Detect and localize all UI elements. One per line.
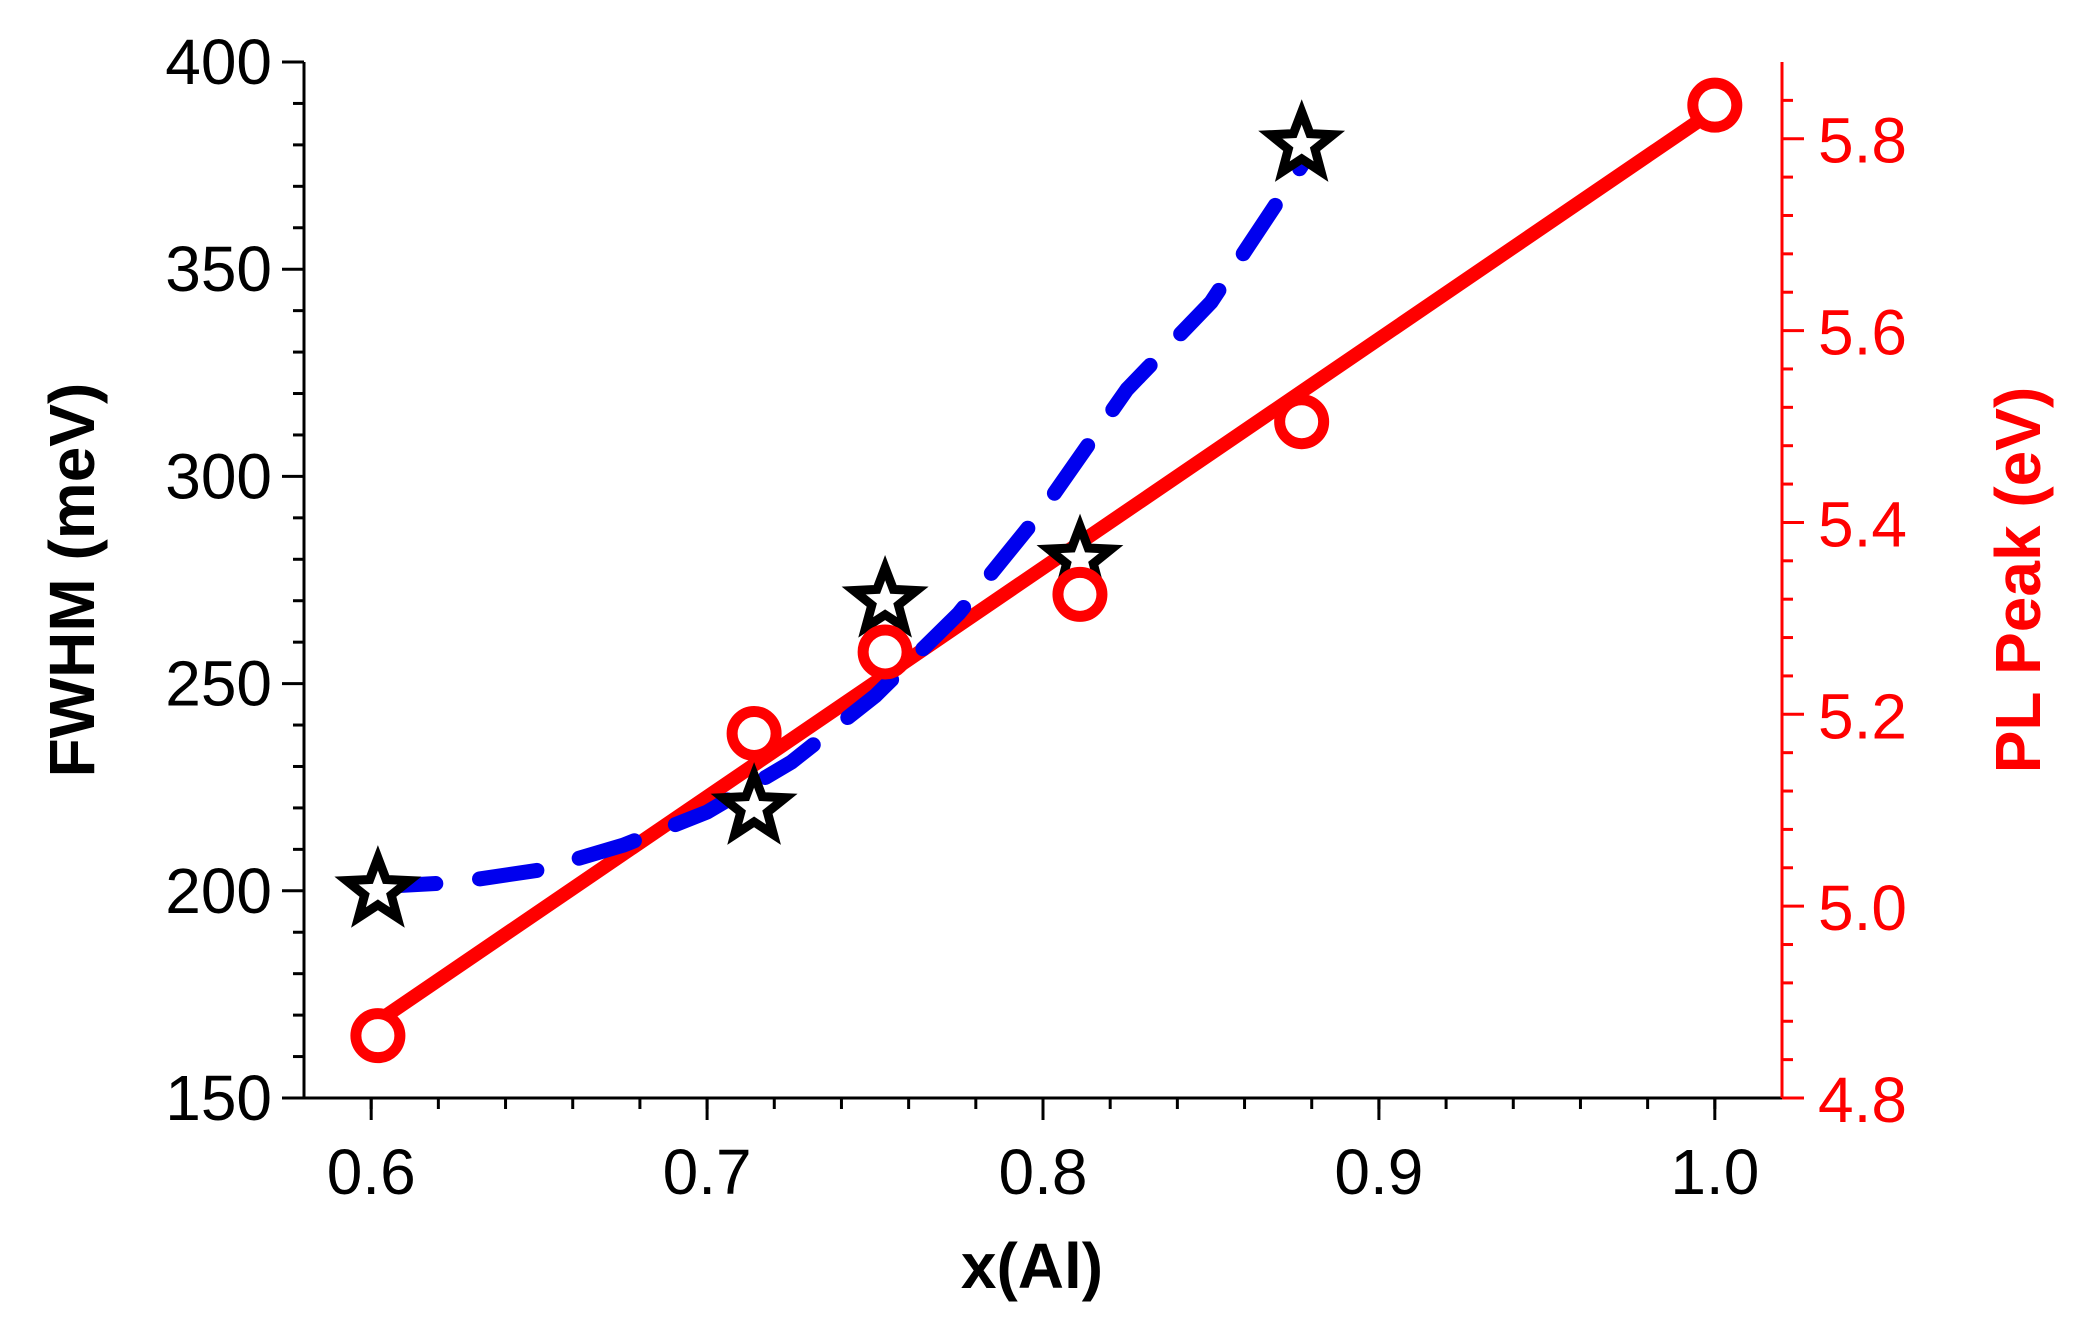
x-tick-label: 0.6 — [327, 1136, 416, 1208]
right-y-tick-label: 5.4 — [1818, 488, 1907, 560]
left-y-tick-label: 350 — [165, 233, 272, 305]
left-y-tick-label: 150 — [165, 1062, 272, 1134]
right-y-axis-title: PL Peak (eV) — [1982, 387, 2054, 774]
x-tick-label: 0.8 — [999, 1136, 1088, 1208]
fwhm-star-point — [710, 762, 798, 845]
fwhm-star-point — [334, 845, 422, 928]
pl-peak-circle-point — [857, 624, 913, 680]
x-tick-label: 1.0 — [1670, 1136, 1759, 1208]
x-tick-label: 0.9 — [1334, 1136, 1423, 1208]
pl-peak-circle-point — [1274, 394, 1330, 450]
pl-peak-fit-line — [370, 102, 1722, 1029]
left-y-tick-label: 250 — [165, 648, 272, 720]
pl-peak-circle-point — [1052, 566, 1108, 622]
right-y-tick-label: 5.6 — [1818, 297, 1907, 369]
right-y-tick-label: 5.2 — [1818, 680, 1907, 752]
axes — [282, 60, 1804, 1120]
plot-area — [334, 77, 1743, 1064]
fwhm-star-point — [841, 555, 929, 638]
fwhm-fit-curve — [370, 158, 1310, 895]
right-y-tick-label: 5.0 — [1818, 872, 1907, 944]
x-tick-label: 0.7 — [663, 1136, 752, 1208]
left-y-tick-label: 300 — [165, 440, 272, 512]
left-y-tick-label: 400 — [165, 26, 272, 98]
fwhm-star-point — [1258, 99, 1346, 182]
right-y-tick-label: 5.8 — [1818, 105, 1907, 177]
left-y-tick-label: 200 — [165, 855, 272, 927]
tick-labels: 0.6 0.7 0.8 0.9 1.0 150 200 250 300 350 400 4.8 5.0 5… — [165, 26, 1907, 1208]
left-y-axis-title: FWHM (meV) — [36, 383, 108, 778]
right-y-tick-label: 4.8 — [1818, 1064, 1907, 1136]
x-axis-title: x(Al) — [961, 1230, 1103, 1302]
pl-peak-circle-point — [350, 1008, 406, 1064]
pl-peak-circle-point — [726, 705, 782, 761]
pl-peak-circle-point — [1687, 77, 1743, 133]
